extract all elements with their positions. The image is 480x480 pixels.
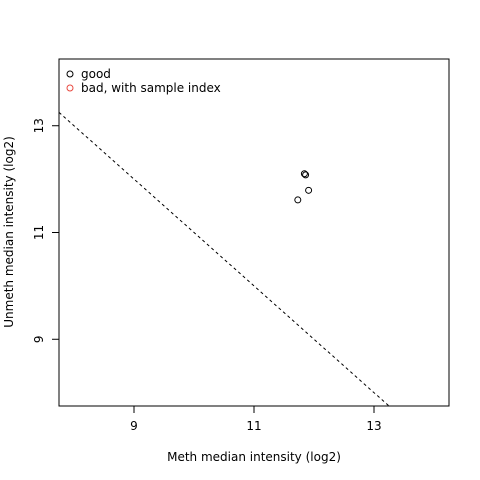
reference-line: [58, 112, 390, 407]
data-point: [305, 186, 313, 194]
y-tick-label: 11: [32, 225, 46, 240]
plot-frame: [58, 58, 450, 407]
x-axis-label: Meth median intensity (log2): [167, 450, 341, 464]
x-tick-label: 11: [246, 419, 261, 433]
data-point: [302, 171, 310, 179]
data-point: [300, 170, 308, 178]
y-axis-label: Unmeth median intensity (log2): [2, 136, 16, 328]
legend-label: bad, with sample index: [81, 81, 221, 95]
y-tick-label: 13: [32, 118, 46, 133]
y-tick-label: 9: [32, 335, 46, 343]
legend-marker: [66, 84, 74, 92]
legend-marker: [66, 70, 74, 78]
x-tick-label: 9: [130, 419, 138, 433]
x-tick-label: 13: [366, 419, 381, 433]
legend-label: good: [81, 67, 111, 81]
data-point: [294, 196, 302, 204]
